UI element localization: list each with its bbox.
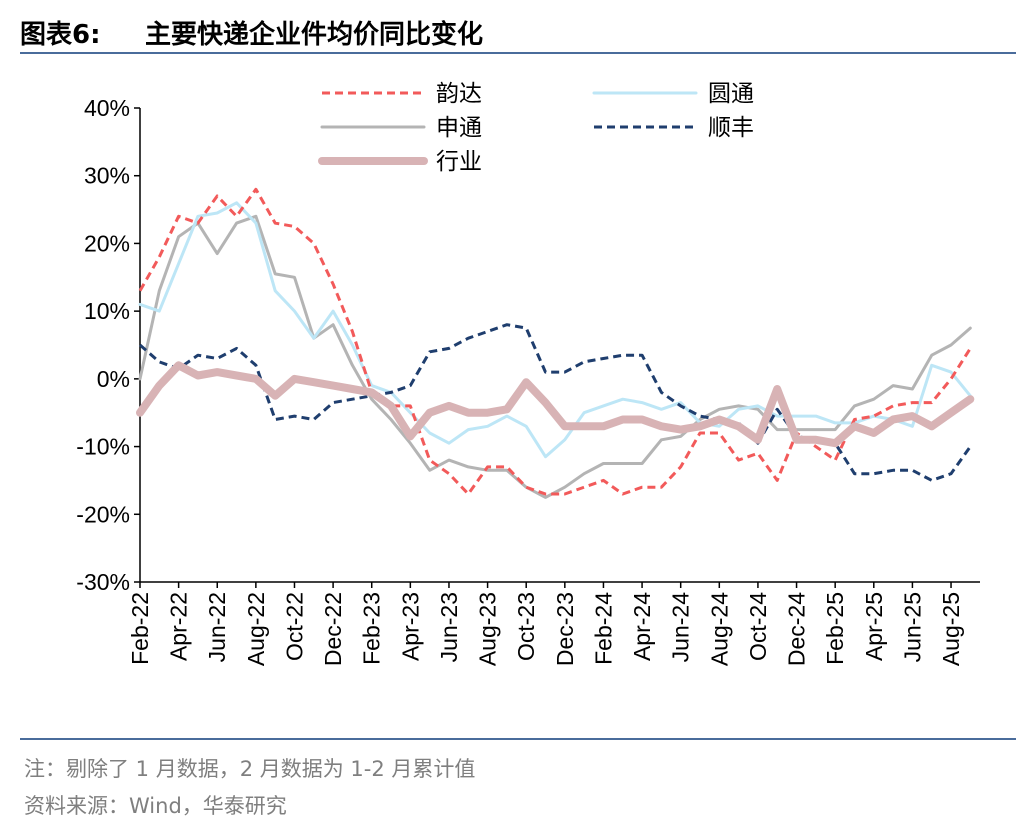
legend-label: 韵达: [436, 81, 482, 107]
x-tick-label: Oct-22: [281, 592, 307, 661]
series-line-4: [136, 361, 975, 448]
x-tick-label: Jun-25: [899, 592, 925, 662]
y-tick-label: 40%: [84, 95, 130, 121]
x-tick-label: Apr-24: [629, 592, 655, 661]
y-tick-label: -30%: [76, 569, 130, 595]
y-tick-label: 20%: [84, 230, 130, 256]
legend-label: 顺丰: [708, 115, 754, 141]
y-tick-label: 30%: [84, 163, 130, 189]
x-tick-label: Feb-24: [590, 592, 616, 665]
chart-source: 资料来源：Wind，华泰研究: [24, 794, 287, 818]
x-tick-label: Feb-23: [359, 592, 385, 665]
x-tick-label: Aug-22: [243, 592, 269, 666]
figure-header: 图表6: 主要快递企业件均价同比变化: [20, 14, 483, 51]
figure-title: 主要快递企业件均价同比变化: [145, 20, 484, 50]
x-tick-label: Dec-22: [320, 592, 346, 666]
x-tick-label: Apr-25: [861, 592, 887, 661]
y-tick-label: 0%: [97, 366, 130, 392]
series-line-0: [138, 187, 972, 496]
x-tick-label: Feb-25: [822, 592, 848, 665]
legend-label: 行业: [436, 149, 482, 175]
footer-divider: [20, 738, 1016, 740]
line-chart: 40% 30% 20% 10% 0% -10% -20% -30% Feb-22 Apr-22 J…: [76, 81, 980, 666]
y-tick-label: 10%: [84, 298, 130, 324]
x-tick-label: Apr-22: [166, 592, 192, 661]
series-lines: [136, 187, 975, 499]
x-tick-label: Apr-23: [397, 592, 423, 661]
x-tick-label: Aug-23: [475, 592, 501, 666]
series-line-3: [139, 323, 972, 482]
x-tick-label: Feb-22: [127, 592, 153, 665]
x-tick-label: Dec-23: [552, 592, 578, 666]
y-tick-label: -10%: [76, 434, 130, 460]
x-axis: Feb-22 Apr-22 Jun-22 Aug-22 Oct-22 Dec-22 Feb-…: [127, 581, 980, 666]
x-tick-label: Jun-23: [436, 592, 462, 662]
y-tick-label: -20%: [76, 501, 130, 527]
legend-label: 圆通: [708, 81, 754, 107]
x-tick-label: Aug-25: [938, 592, 964, 666]
header-divider: [20, 52, 1016, 54]
x-tick-label: Aug-24: [706, 592, 732, 666]
x-tick-label: Oct-23: [513, 592, 539, 661]
x-tick-label: Oct-24: [745, 592, 771, 661]
y-axis: 40% 30% 20% 10% 0% -10% -20% -30%: [76, 95, 141, 595]
x-tick-label: Dec-24: [784, 592, 810, 666]
x-tick-label: Jun-24: [668, 592, 694, 663]
series-line-2: [138, 214, 972, 499]
legend-label: 申通: [436, 115, 482, 141]
series-line-1: [138, 201, 972, 459]
x-tick-label: Jun-22: [204, 592, 230, 662]
figure-label: 图表6:: [20, 20, 101, 50]
chart-note: 注：剔除了 1 月数据，2 月数据为 1-2 月累计值: [24, 757, 476, 781]
